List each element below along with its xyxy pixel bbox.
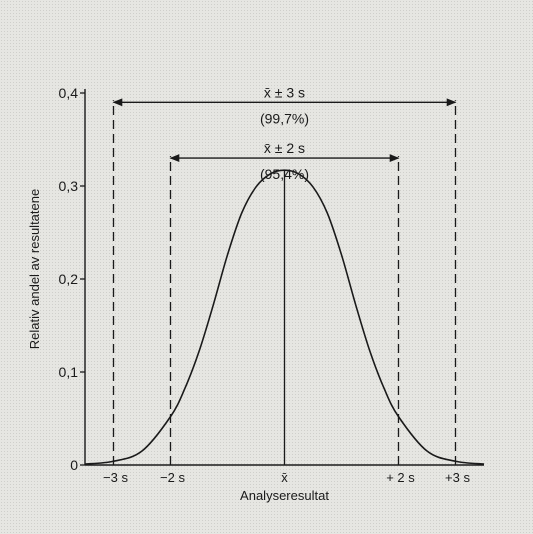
x-axis-title: Analyseresultat bbox=[240, 488, 329, 503]
three_sigma-percent: (99,7%) bbox=[260, 110, 309, 126]
two_sigma-label: x̄ ± 2 s bbox=[264, 140, 305, 156]
x-tick-label: + 2 s bbox=[386, 470, 415, 485]
curve-data-point bbox=[398, 416, 400, 418]
curve-data-point bbox=[198, 351, 200, 353]
three_sigma-label: x̄ ± 3 s bbox=[264, 84, 305, 100]
y-tick-label: 0,1 bbox=[59, 364, 79, 380]
curve-data-point bbox=[227, 254, 229, 256]
curve-data-point bbox=[113, 460, 115, 462]
x-tick-label: +3 s bbox=[445, 470, 470, 485]
x-tick-label: −2 s bbox=[160, 470, 185, 485]
curve-data-point bbox=[141, 450, 143, 452]
y-tick-label: 0,3 bbox=[59, 178, 79, 194]
curve-data-point bbox=[341, 254, 343, 256]
y-tick-label: 0,2 bbox=[59, 271, 79, 287]
curve-data-point bbox=[170, 416, 172, 418]
x-tick-label-mean: x̄ bbox=[281, 470, 288, 485]
curve-data-point bbox=[369, 351, 371, 353]
curve-data-point bbox=[455, 460, 457, 462]
y-axis-title: Relativ andel av resultatene bbox=[27, 189, 42, 349]
curve-data-point bbox=[355, 304, 357, 306]
labels: 0 0,1 0,2 0,3 0,4 Relativ andel av resultaten… bbox=[27, 84, 470, 503]
curve-data-point bbox=[84, 463, 86, 465]
two_sigma-percent: (95,4%) bbox=[260, 166, 309, 182]
curve-data-point bbox=[312, 186, 314, 188]
curve-data-point bbox=[483, 463, 485, 465]
curve-data-point bbox=[326, 212, 328, 214]
y-tick-label: 0 bbox=[70, 457, 78, 473]
x-tick-label: −3 s bbox=[103, 470, 128, 485]
y-tick-label: 0,4 bbox=[59, 85, 79, 101]
curve-data-point bbox=[241, 212, 243, 214]
curve-data-point bbox=[184, 388, 186, 390]
curve-data-point bbox=[426, 450, 428, 452]
curve-data-point bbox=[255, 186, 257, 188]
distribution-curve-group bbox=[84, 169, 485, 465]
curve-data-point bbox=[383, 388, 385, 390]
curve-data-point bbox=[212, 304, 214, 306]
